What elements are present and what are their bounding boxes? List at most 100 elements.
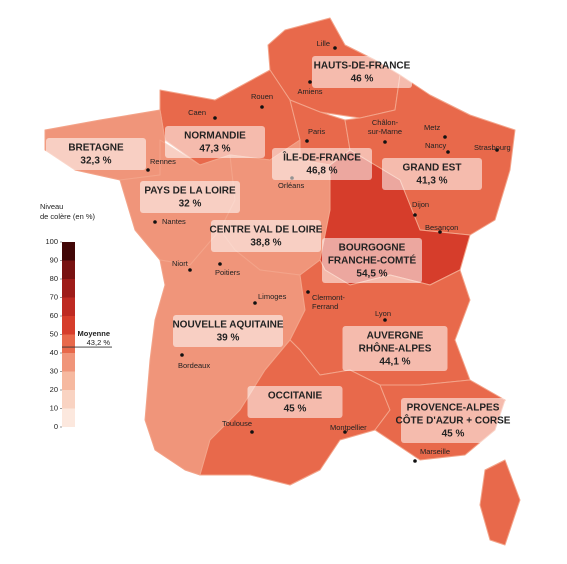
city-label: Ferrand — [312, 302, 338, 311]
label-box — [272, 148, 372, 180]
city-label: Rouen — [251, 92, 273, 101]
city-dot — [383, 318, 387, 322]
city-dot — [413, 213, 417, 217]
city-dot — [333, 46, 337, 50]
region-value: 38,8 % — [250, 238, 281, 249]
region-name: HAUTS-DE-FRANCE — [314, 61, 411, 72]
legend-tick-label: 100 — [45, 237, 58, 246]
legend-tick-label: 30 — [50, 366, 58, 375]
region-name: AUVERGNE — [367, 331, 424, 342]
city-label: Nantes — [162, 217, 186, 226]
city-label: Marseille — [420, 447, 450, 456]
city-label: Metz — [424, 123, 441, 132]
label-box — [342, 326, 448, 371]
label-box — [382, 158, 482, 190]
legend-band — [62, 408, 75, 427]
city-label: Orléans — [278, 181, 305, 190]
region-name: ÎLE-DE-FRANCE — [282, 151, 361, 164]
region-value: 44,1 % — [379, 357, 410, 368]
city-label: Caen — [188, 108, 206, 117]
legend-tick-label: 50 — [50, 329, 58, 338]
region-value: 54,5 % — [356, 269, 387, 280]
legend-tick-label: 70 — [50, 292, 58, 301]
city-dot — [180, 353, 184, 357]
city-label: Clermont- — [312, 293, 345, 302]
legend-tick-label: 10 — [50, 403, 58, 412]
legend-tick-label: 0 — [54, 422, 58, 431]
region-name: GRAND EST — [403, 163, 462, 174]
city-label: sur-Marne — [368, 127, 402, 136]
region-value: 32,3 % — [80, 156, 111, 167]
legend-tick-label: 20 — [50, 385, 58, 394]
region-name: RHÔNE-ALPES — [359, 342, 432, 355]
cities: Lille Amiens Rouen Caen Paris Châlon-sur-Marn… — [146, 39, 511, 463]
region-name: CÔTE D'AZUR + CORSE — [396, 414, 511, 427]
city-dot — [413, 459, 417, 463]
legend-band — [62, 279, 75, 298]
label-box — [401, 398, 505, 443]
city-dot — [306, 290, 310, 294]
legend-band — [62, 242, 75, 261]
city-label: Châlon- — [372, 118, 399, 127]
region-name: BOURGOGNE — [339, 243, 406, 254]
regions — [44, 17, 521, 546]
label-box — [312, 56, 412, 88]
city-dot — [153, 220, 157, 224]
region-labels: HAUTS-DE-FRANCE 46 % NORMANDIE 47,3 % ÎLE-DE… — [46, 56, 511, 443]
legend-tick-label: 80 — [50, 274, 58, 283]
city-dot — [438, 230, 442, 234]
city-dot — [250, 430, 254, 434]
region-name: BRETAGNE — [68, 143, 124, 154]
city-dot — [218, 262, 222, 266]
label-box — [165, 126, 265, 158]
legend-band — [62, 316, 75, 335]
region-value: 47,3 % — [199, 144, 230, 155]
city-label: Rennes — [150, 157, 176, 166]
city-dot — [343, 430, 347, 434]
region-value: 46 % — [351, 74, 374, 85]
city-dot — [495, 148, 499, 152]
legend-band — [62, 371, 75, 390]
region-value: 41,3 % — [416, 176, 447, 187]
city-dot — [253, 301, 257, 305]
legend-title: Niveau — [40, 202, 63, 211]
city-label: Poitiers — [215, 268, 240, 277]
legend-title: de colère (en %) — [40, 212, 96, 221]
city-label: Toulouse — [222, 419, 252, 428]
city-label: Bordeaux — [178, 361, 210, 370]
legend-tick-label: 60 — [50, 311, 58, 320]
city-dot — [446, 150, 450, 154]
label-box — [46, 138, 146, 170]
region — [479, 459, 521, 546]
legend-band — [62, 390, 75, 409]
legend-tick-label: 90 — [50, 255, 58, 264]
city-label: Limoges — [258, 292, 287, 301]
region-name: PAYS DE LA LOIRE — [144, 186, 236, 197]
mean-label: Moyenne — [77, 329, 110, 338]
city-dot — [305, 139, 309, 143]
city-label: Niort — [172, 259, 189, 268]
label-box — [247, 386, 343, 418]
city-label: Amiens — [297, 87, 322, 96]
city-dot — [383, 140, 387, 144]
city-dot — [443, 135, 447, 139]
region-value: 45 % — [284, 404, 307, 415]
city-dot — [260, 105, 264, 109]
region-name: PROVENCE-ALPES — [407, 403, 500, 414]
city-dot — [188, 268, 192, 272]
region-name: FRANCHE-COMTÉ — [328, 254, 417, 267]
region-value: 32 % — [179, 199, 202, 210]
city-label: Lyon — [375, 309, 391, 318]
city-label: Dijon — [412, 200, 429, 209]
region-name: NOUVELLE AQUITAINE — [172, 320, 283, 331]
legend-band — [62, 334, 75, 353]
region-value: 39 % — [217, 333, 240, 344]
city-label: Strasbourg — [474, 143, 511, 152]
label-box — [211, 220, 321, 252]
label-box — [140, 181, 240, 213]
mean-value: 43,2 % — [87, 338, 111, 347]
label-box — [173, 315, 283, 347]
city-label: Paris — [308, 127, 325, 136]
